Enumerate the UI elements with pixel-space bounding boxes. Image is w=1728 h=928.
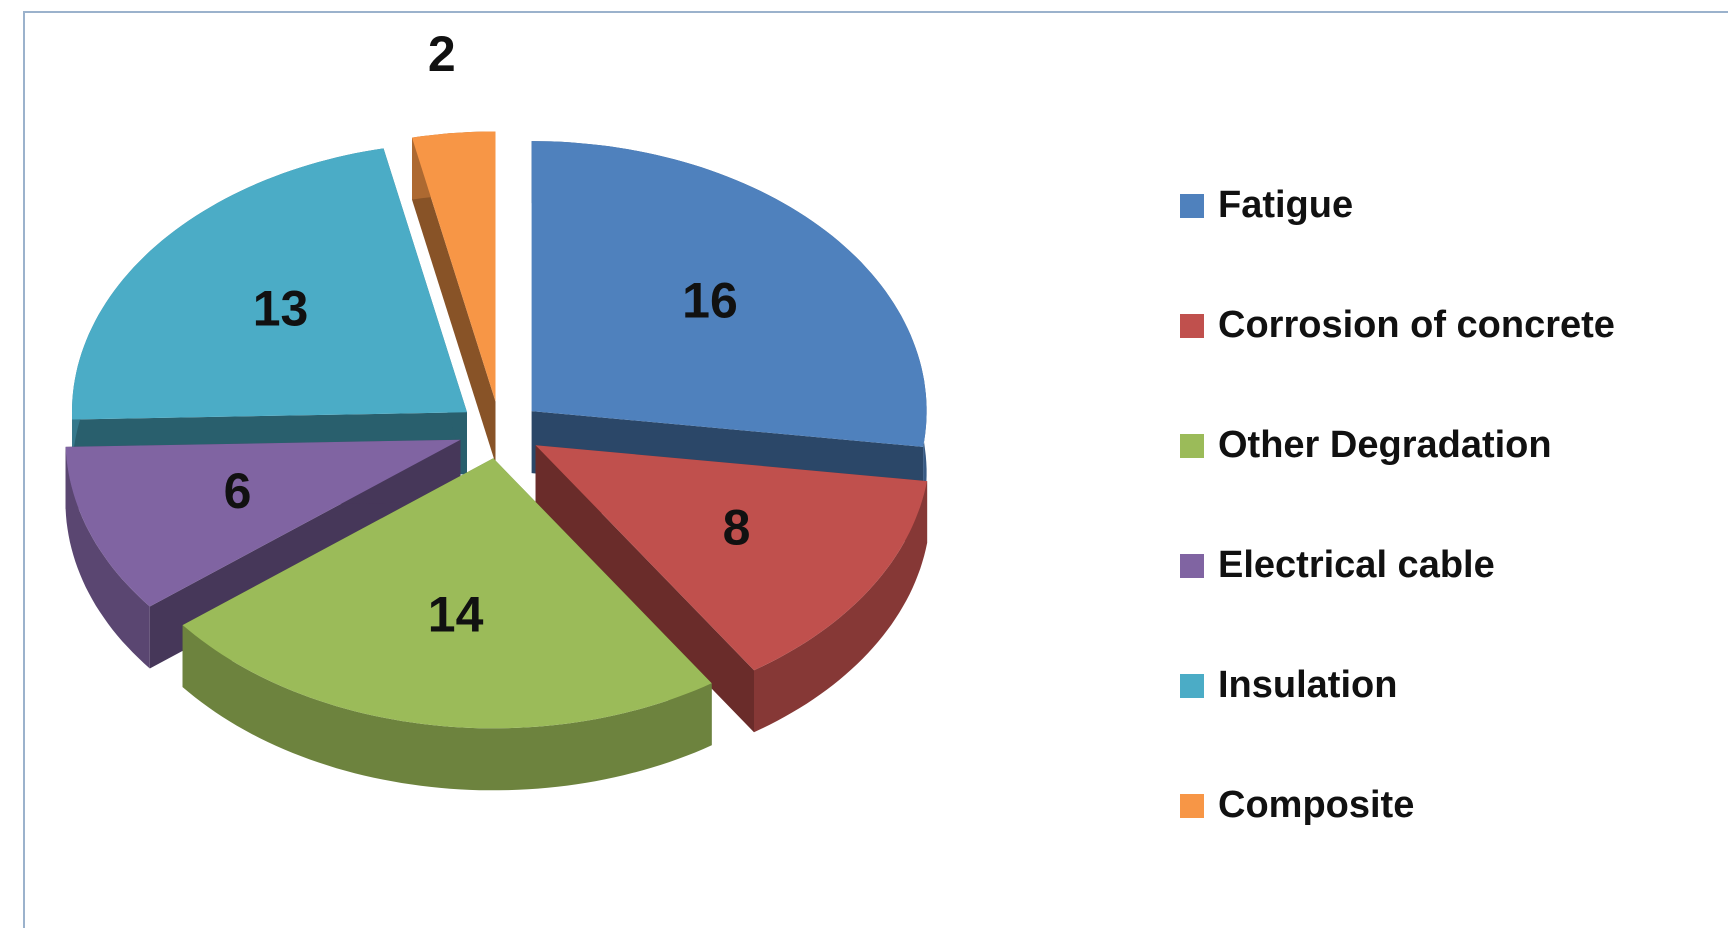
slice-top [531,141,927,447]
slice-top [535,445,928,671]
data-label: 16 [682,273,738,329]
slice [72,148,467,482]
slice-top [72,148,467,420]
slice-top [412,131,496,402]
legend-swatch [1180,314,1204,338]
legend-swatch [1180,674,1204,698]
slice [182,458,712,791]
slice-top [182,458,712,729]
slice [412,131,496,464]
legend-label: Fatigue [1218,184,1353,226]
legend-label: Insulation [1218,664,1397,706]
legend-swatch [1180,194,1204,218]
data-label: 8 [723,499,751,555]
slice-radial-side [412,137,496,464]
legend-label: Other Degradation [1218,424,1552,466]
data-label: 14 [428,586,484,642]
data-label: 13 [253,280,309,336]
slice-outer-side [182,625,712,791]
legend-label: Corrosion of concrete [1218,304,1615,346]
legend-label: Composite [1218,784,1414,826]
data-label: 6 [224,463,252,519]
slice-top [65,439,461,607]
legend-swatch [1180,434,1204,458]
slice-outer-side [65,446,150,669]
slice-radial-side [535,445,754,733]
legend-swatch [1180,554,1204,578]
legend-label: Electrical cable [1218,544,1495,586]
slice [535,445,928,733]
slice-outer-side [754,481,928,733]
legend-swatch [1180,794,1204,818]
data-label: 2 [428,26,456,82]
